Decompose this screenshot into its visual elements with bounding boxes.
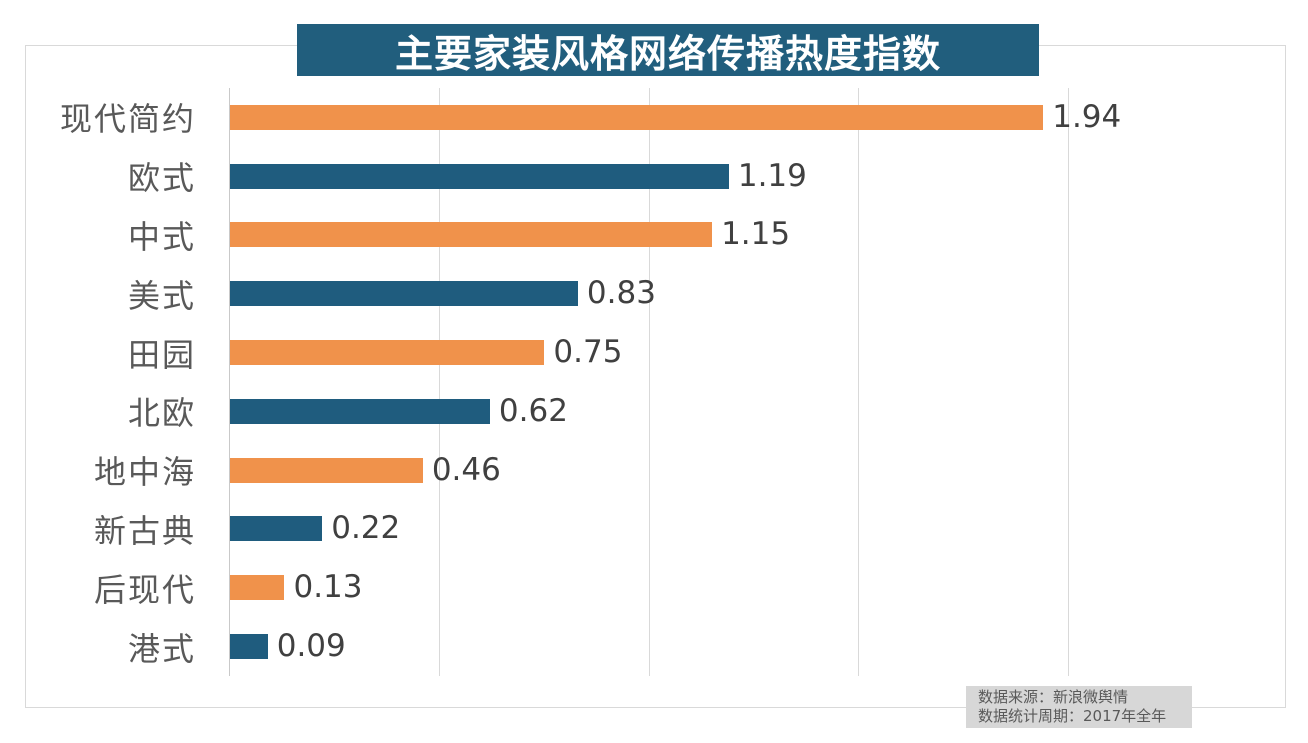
- category-label: 中式: [127, 217, 196, 256]
- data-source-note-box: 数据来源：新浪微舆情 数据统计周期：2017年全年: [966, 686, 1192, 728]
- bar-row: 1.94: [230, 88, 1278, 147]
- gridline-x-2.0: [1068, 88, 1070, 676]
- category-axis-labels: 现代简约欧式中式美式田园北欧地中海新古典后现代港式: [0, 88, 196, 676]
- value-label: 0.62: [498, 392, 568, 429]
- value-label: 1.15: [721, 216, 791, 253]
- gridline-x-1.5: [858, 88, 860, 676]
- category-axis-line: [229, 88, 230, 676]
- bar: [230, 340, 545, 366]
- bar-row: 0.13: [230, 558, 1278, 617]
- bar-series: 1.94 1.19 1.15 0.83 0.75 0.62 0.46 0.22 0.13 0.09: [230, 88, 1278, 676]
- value-label: 0.22: [331, 510, 401, 547]
- bar-row: 0.83: [230, 264, 1278, 323]
- value-label: 1.94: [1052, 98, 1122, 135]
- bar: [230, 516, 323, 542]
- bar-row: 1.15: [230, 206, 1278, 265]
- data-source-line: 数据来源：新浪微舆情: [978, 688, 1129, 706]
- bar: [230, 281, 578, 307]
- bar: [230, 398, 490, 424]
- bar-row: 0.75: [230, 323, 1278, 382]
- bar-row: 1.19: [230, 147, 1278, 206]
- category-label: 地中海: [93, 453, 196, 492]
- chart-title-box: 主要家装风格网络传播热度指数: [297, 24, 1039, 76]
- bar: [230, 575, 285, 601]
- category-label: 田园: [127, 335, 196, 374]
- category-label: 美式: [127, 276, 196, 315]
- value-label: 0.83: [586, 275, 656, 312]
- bar-row: 0.62: [230, 382, 1278, 441]
- data-period-line: 数据统计周期：2017年全年: [978, 707, 1167, 725]
- bar: [230, 222, 713, 248]
- value-label: 0.75: [553, 334, 623, 371]
- bar: [230, 104, 1044, 130]
- value-label: 0.09: [276, 628, 346, 665]
- value-label: 0.46: [431, 451, 501, 488]
- category-label: 港式: [127, 629, 196, 668]
- bar-row: 0.09: [230, 617, 1278, 676]
- category-label: 北欧: [127, 394, 196, 433]
- bar-row: 0.46: [230, 441, 1278, 500]
- gridline-x-1.0: [648, 88, 650, 676]
- bar: [230, 457, 423, 483]
- gridline-x-0.5: [438, 88, 440, 676]
- bar: [230, 163, 729, 189]
- bar: [230, 634, 268, 660]
- plot-area: 1.94 1.19 1.15 0.83 0.75 0.62 0.46 0.22 0.13 0.09: [229, 88, 1278, 676]
- value-label: 0.13: [293, 569, 363, 606]
- category-label: 欧式: [127, 159, 196, 198]
- category-label: 现代简约: [59, 100, 196, 139]
- value-label: 1.19: [737, 157, 807, 194]
- category-label: 新古典: [93, 511, 196, 550]
- chart-title: 主要家装风格网络传播热度指数: [394, 31, 941, 76]
- category-label: 后现代: [93, 570, 196, 609]
- bar-row: 0.22: [230, 500, 1278, 559]
